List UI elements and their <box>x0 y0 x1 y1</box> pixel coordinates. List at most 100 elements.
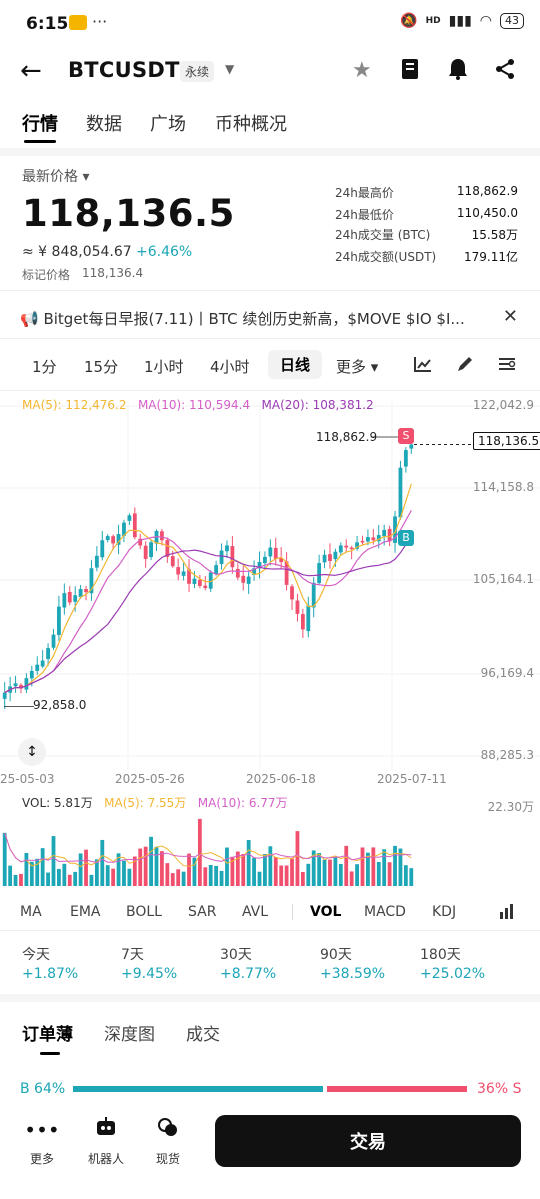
candle-body <box>279 557 284 563</box>
volume-bar <box>176 869 181 886</box>
candle-body <box>344 545 349 548</box>
stat-label: 24h最低价 <box>335 208 394 222</box>
signal-icon: ▮▮▮ <box>448 13 472 29</box>
trading-pair-title[interactable]: BTCUSDT <box>68 58 180 82</box>
y-axis-tick: 122,042.9 <box>472 398 534 412</box>
indicator-boll[interactable]: BOLL <box>126 904 162 920</box>
tab-data[interactable]: 数据 <box>86 114 122 135</box>
indicator-sar[interactable]: SAR <box>188 904 217 920</box>
indicator-ema[interactable]: EMA <box>70 904 101 920</box>
volume-bar <box>67 874 72 886</box>
megaphone-icon: 📢 <box>20 310 39 328</box>
divider <box>292 904 293 920</box>
candle-body <box>138 538 143 546</box>
stat-value: 118,862.9 <box>456 184 518 198</box>
volume-bar <box>111 868 116 886</box>
volume-bar <box>127 868 132 886</box>
volume-bar <box>78 853 83 886</box>
volume-bar <box>35 858 40 886</box>
volume-bar <box>322 859 327 886</box>
volume-bar <box>235 851 240 886</box>
draw-pen-icon[interactable] <box>456 355 474 377</box>
candle-body <box>241 575 246 583</box>
interval-1h[interactable]: 1小时 <box>144 358 184 376</box>
indicator-settings-icon[interactable] <box>498 902 516 924</box>
tab-market[interactable]: 行情 <box>22 114 58 135</box>
more-icon[interactable]: ••• <box>24 1118 60 1142</box>
trade-button[interactable]: 交易 <box>215 1115 521 1167</box>
ma5-line <box>4 483 412 694</box>
tab-depth-chart[interactable]: 深度图 <box>104 1025 155 1045</box>
interval-1m[interactable]: 1分 <box>32 358 57 376</box>
news-text: Bitget每日早报(7.11)丨BTC 续创历史新高，$MOVE $IO $I… <box>43 310 465 328</box>
perf-label: 30天 <box>220 947 252 963</box>
volume-bar <box>349 871 354 886</box>
sell-marker[interactable]: S <box>398 428 414 444</box>
candle-body <box>187 569 191 584</box>
app-header: ← BTCUSDT 永续 ▼ ★ <box>0 48 540 96</box>
close-icon[interactable]: ✕ <box>502 306 518 327</box>
robot-icon[interactable] <box>86 1117 126 1142</box>
indicator-ma[interactable]: MA <box>20 904 42 920</box>
last-price-label[interactable]: 最新价格 ▾ <box>22 169 90 185</box>
spot-icon[interactable] <box>148 1117 188 1142</box>
y-axis-tick: 114,158.8 <box>472 480 534 494</box>
candle-body <box>246 576 251 584</box>
nav-spot-label[interactable]: 现货 <box>155 1152 180 1166</box>
volume-bar <box>252 857 256 886</box>
candle-body <box>19 684 23 689</box>
candle-body <box>51 634 56 648</box>
volume-bar <box>311 850 316 886</box>
price-change: +6.46% <box>136 244 193 260</box>
volume-bar <box>279 865 284 886</box>
interval-15m[interactable]: 15分 <box>84 358 119 376</box>
chart-type-icon[interactable] <box>414 356 432 376</box>
nav-more-label[interactable]: 更多 <box>29 1152 54 1166</box>
volume-bar <box>122 860 126 886</box>
volume-bar <box>246 840 251 886</box>
interval-1d[interactable]: 日线 <box>268 350 323 379</box>
star-favorite-icon[interactable]: ★ <box>352 58 372 83</box>
news-ticker[interactable]: 📢 Bitget每日早报(7.11)丨BTC 续创历史新高，$MOVE $IO … <box>20 308 520 329</box>
candle-body <box>360 540 365 543</box>
indicator-avl[interactable]: AVL <box>242 904 269 920</box>
candle-body <box>165 540 170 557</box>
volume-bar <box>149 836 153 886</box>
tab-square[interactable]: 广场 <box>150 114 186 135</box>
candle-body <box>116 534 121 545</box>
chart-settings-icon[interactable] <box>498 356 516 376</box>
notebook-icon[interactable] <box>400 58 420 86</box>
divider <box>0 290 540 291</box>
mail-notification-icon <box>69 15 87 30</box>
vertical-scale-icon[interactable]: ↕ <box>18 738 46 766</box>
nav-robot-label[interactable]: 机器人 <box>87 1152 124 1166</box>
share-icon[interactable] <box>494 58 516 86</box>
active-tab-indicator <box>40 1052 60 1055</box>
interval-4h[interactable]: 4小时 <box>210 358 250 376</box>
alert-bell-icon[interactable] <box>448 58 468 86</box>
tab-trades[interactable]: 成交 <box>186 1025 220 1045</box>
candle-body <box>105 536 110 541</box>
ma10-line <box>4 510 412 694</box>
candle-body <box>143 545 148 559</box>
ma-legend: MA(5): 112,476.2 MA(10): 110,594.4 MA(20… <box>22 398 374 412</box>
candle-body <box>13 683 18 687</box>
indicator-vol[interactable]: VOL <box>310 904 342 920</box>
indicator-kdj[interactable]: KDJ <box>432 904 457 920</box>
candlestick-chart[interactable] <box>0 392 540 892</box>
perf-label: 今天 <box>22 947 50 963</box>
candle-body <box>382 529 387 537</box>
interval-more[interactable]: 更多 ▾ <box>336 358 379 376</box>
candle-body <box>257 562 262 569</box>
indicator-macd[interactable]: MACD <box>364 904 406 920</box>
tab-orderbook[interactable]: 订单薄 <box>22 1025 73 1045</box>
stat-label: 24h成交额(USDT) <box>335 250 437 264</box>
volume-bar <box>338 863 343 886</box>
tab-coin-overview[interactable]: 币种概况 <box>215 114 287 135</box>
volume-bar <box>192 857 197 886</box>
candle-body <box>203 585 208 588</box>
back-arrow-icon[interactable]: ← <box>20 56 42 86</box>
volume-bar <box>62 863 67 886</box>
buy-marker[interactable]: B <box>398 530 414 546</box>
pair-dropdown-icon[interactable]: ▼ <box>225 62 235 76</box>
